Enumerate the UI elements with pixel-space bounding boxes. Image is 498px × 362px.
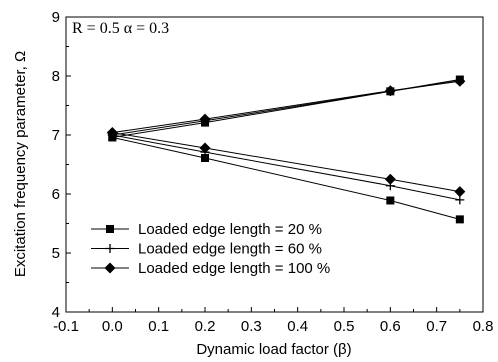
- square-marker: [386, 196, 395, 205]
- square-marker: [455, 215, 464, 224]
- x-tick-label: 0.8: [473, 318, 494, 335]
- x-tick-label: 0.6: [380, 318, 401, 335]
- y-tick-label: 5: [52, 245, 60, 262]
- diamond-marker: [384, 85, 396, 97]
- series-line-lower: [112, 134, 460, 201]
- plus-marker: [105, 244, 115, 253]
- legend-label: Loaded edge length = 100 %: [138, 260, 330, 277]
- diamond-marker: [199, 142, 211, 154]
- x-tick-label: 0.5: [334, 318, 355, 335]
- chart-annotation: R = 0.5 α = 0.3: [72, 20, 169, 37]
- diamond-marker: [454, 75, 466, 87]
- x-axis-label: Dynamic load factor (β): [196, 341, 351, 358]
- square-marker: [106, 225, 114, 233]
- diamond-marker: [106, 127, 118, 139]
- x-tick-label: 0.1: [148, 318, 169, 335]
- x-tick-label: 0.0: [102, 318, 123, 335]
- x-tick-label: 0.4: [287, 318, 308, 335]
- x-tick-label: -0.1: [53, 318, 79, 335]
- y-tick-label: 7: [52, 127, 60, 144]
- x-tick-label: 0.3: [241, 318, 262, 335]
- axis-ticks: -0.1 0.0 0.1 0.2 0.3 0.4 0.5 0.6 0.7 0.8 4 5 6 7 8 9: [52, 9, 494, 335]
- diamond-marker: [384, 173, 396, 185]
- y-tick-label: 8: [52, 68, 60, 85]
- x-tick-label: 0.7: [426, 318, 447, 335]
- legend-label: Loaded edge length = 20 %: [138, 221, 322, 238]
- diamond-marker: [104, 262, 116, 274]
- legend-label: Loaded edge length = 60 %: [138, 241, 322, 258]
- y-tick-label: 9: [52, 9, 60, 26]
- series-layer: [106, 75, 466, 224]
- series-line-upper: [112, 80, 460, 134]
- series-line-upper: [112, 79, 460, 138]
- y-axis-label: Excitation frequency parameter, Ω: [12, 51, 29, 277]
- series-line-lower: [112, 136, 460, 220]
- legend: Loaded edge length = 20 % Loaded edge len…: [91, 221, 330, 277]
- diamond-marker: [454, 186, 466, 198]
- y-tick-label: 4: [52, 304, 60, 321]
- series-line-lower: [112, 132, 460, 193]
- x-tick-label: 0.2: [195, 318, 216, 335]
- y-tick-label: 6: [52, 186, 60, 203]
- diamond-marker: [199, 113, 211, 125]
- square-marker: [201, 154, 209, 163]
